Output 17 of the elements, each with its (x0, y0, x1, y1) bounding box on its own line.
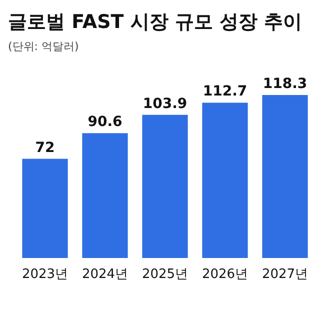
bar (142, 114, 188, 258)
data-label: 72 (35, 140, 55, 156)
data-label: 90.6 (88, 114, 122, 130)
x-tick-label: 2027년 (262, 267, 308, 282)
x-tick-label: 2024년 (82, 267, 128, 282)
bar (202, 102, 248, 258)
data-label: 112.7 (202, 84, 248, 100)
bar (262, 95, 308, 258)
bar (82, 133, 128, 258)
bar (22, 158, 68, 258)
x-tick-label: 2026년 (202, 267, 248, 282)
x-tick-label: 2025년 (142, 267, 188, 282)
data-label: 118.3 (262, 76, 308, 92)
x-tick-label: 2023년 (22, 267, 68, 282)
data-label: 103.9 (142, 96, 188, 112)
chart-subtitle: (단위: 억달러) (8, 40, 79, 53)
chart-title: 글로벌 FAST 시장 규모 성장 추이 (8, 11, 302, 33)
